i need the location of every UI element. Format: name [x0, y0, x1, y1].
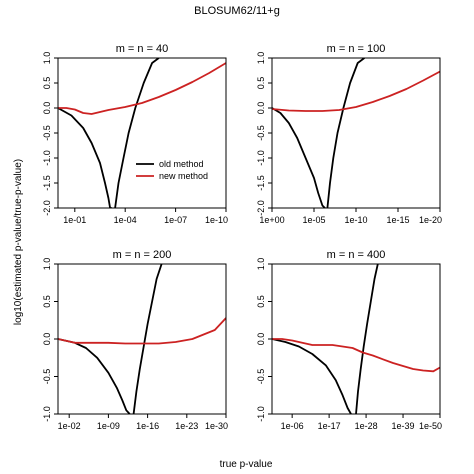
old-method-line-upper [114, 58, 160, 208]
panel-title: m = n = 200 [113, 249, 172, 261]
y-tick-label: 1.0 [42, 52, 52, 65]
panels: m = n = 40 -2.0 -1.5 -1.0 -0.5 0.0 0.5 1.0 1e-01… [42, 43, 442, 431]
y-tick-label: -0.5 [256, 125, 266, 141]
panel-3: m = n = 200 -1.0 -0.5 0.0 0.5 1.0 1e-02 1e-09 1e… [42, 249, 228, 431]
x-tick-label: 1e-10 [205, 215, 228, 225]
series-group [58, 264, 226, 414]
y-tick-label: -1.0 [256, 406, 266, 422]
y-tick-label: -1.5 [42, 175, 52, 191]
x-tick-label: 1e-30 [205, 421, 228, 431]
panel-title: m = n = 400 [327, 249, 386, 261]
y-tick-label: 0.5 [256, 295, 266, 308]
series-group [58, 58, 226, 208]
x-tick-label: 1e-07 [164, 215, 187, 225]
old-method-line-lower [58, 107, 112, 208]
y-tick-label: 0.0 [256, 102, 266, 115]
old-method-line-upper [326, 58, 365, 208]
y-tick-label: 0.5 [256, 77, 266, 90]
x-tick-label: 1e-28 [355, 421, 378, 431]
new-method-line [58, 62, 226, 115]
y-tick-label: 0.0 [42, 102, 52, 115]
legend-label: new method [159, 171, 208, 181]
figure-title: BLOSUM62/11+g [194, 5, 280, 17]
x-tick-label: 1e-15 [386, 215, 409, 225]
plot-frame [271, 263, 441, 415]
y-tick-label: -1.5 [256, 175, 266, 191]
y-tick-label: -0.5 [42, 369, 52, 385]
series-group [272, 264, 440, 414]
panel-1: m = n = 40 -2.0 -1.5 -1.0 -0.5 0.0 0.5 1.0 1e-01… [42, 43, 228, 225]
y-tick-label: -0.5 [42, 125, 52, 141]
y-tick-label: 0.0 [256, 333, 266, 346]
plot-frame [271, 57, 441, 209]
new-method-line [272, 338, 440, 373]
x-tick-label: 1e-04 [114, 215, 137, 225]
legend-label: old method [159, 159, 204, 169]
x-tick-label: 1e-17 [318, 421, 341, 431]
x-tick-label: 1e-06 [281, 421, 304, 431]
y-tick-label: -1.0 [42, 150, 52, 166]
y-tick-label: -2.0 [42, 200, 52, 216]
x-tick-label: 1e-50 [419, 421, 442, 431]
y-tick-label: 0.5 [42, 295, 52, 308]
y-tick-label: 1.0 [42, 258, 52, 271]
y-tick-label: 0.5 [42, 77, 52, 90]
old-method-line-lower [272, 107, 326, 208]
plot-frame [57, 57, 227, 209]
panel-title: m = n = 100 [327, 43, 386, 55]
panel-2: m = n = 100 -2.0 -1.5 -1.0 -0.5 0.0 0.5 1.0 1e+0… [256, 43, 442, 225]
old-method-line-lower [272, 338, 352, 414]
panel-4: m = n = 400 -1.0 -0.5 0.0 0.5 1.0 1e-06 1e-17 1e… [256, 249, 442, 431]
old-method-line-lower [58, 338, 131, 414]
old-method-line-upper [355, 264, 379, 414]
y-tick-label: 0.0 [42, 333, 52, 346]
x-tick-label: 1e-02 [58, 421, 81, 431]
x-tick-label: 1e+00 [259, 215, 284, 225]
series-group [272, 58, 440, 208]
y-tick-label: 1.0 [256, 258, 266, 271]
x-tick-label: 1e-16 [136, 421, 159, 431]
y-tick-label: -0.5 [256, 369, 266, 385]
y-tick-label: 1.0 [256, 52, 266, 65]
x-tick-label: 1e-23 [175, 421, 198, 431]
y-tick-label: -2.0 [256, 200, 266, 216]
x-tick-label: 1e-01 [63, 215, 86, 225]
x-tick-label: 1e-09 [97, 421, 120, 431]
y-axis-label: log10(estimated p-value/true-p-value) [13, 159, 24, 325]
new-method-line [58, 317, 226, 345]
panel-title: m = n = 40 [116, 43, 169, 55]
new-method-line [272, 70, 440, 112]
x-tick-label: 1e-20 [419, 215, 442, 225]
old-method-line-upper [132, 264, 163, 414]
y-tick-label: -1.0 [42, 406, 52, 422]
plot-frame [57, 263, 227, 415]
y-tick-label: -1.0 [256, 150, 266, 166]
x-axis-label: true p-value [220, 459, 273, 470]
x-tick-label: 1e-05 [302, 215, 325, 225]
x-tick-label: 1e-39 [392, 421, 415, 431]
x-tick-label: 1e-10 [344, 215, 367, 225]
